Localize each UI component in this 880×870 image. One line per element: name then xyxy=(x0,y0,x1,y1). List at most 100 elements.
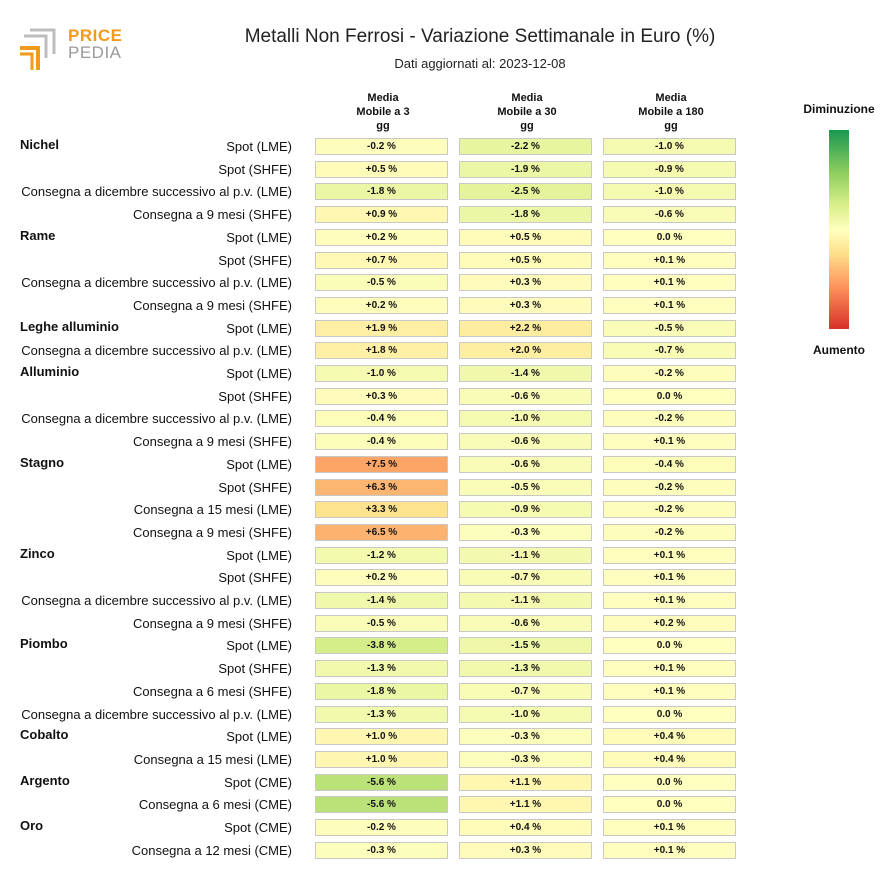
row-label: Spot (LME) xyxy=(226,320,292,336)
heatmap-cell: -0.3 % xyxy=(459,523,592,541)
heatmap-cell: +0.3 % xyxy=(459,274,592,292)
heatmap-cell: -0.9 % xyxy=(603,160,736,178)
heatmap-cell: +2.0 % xyxy=(459,342,592,360)
heatmap-cell: +1.9 % xyxy=(315,319,448,337)
pricepedia-logo: PRICE PEDIA xyxy=(18,24,128,74)
heatmap-cell: -1.8 % xyxy=(315,682,448,700)
group-label: Argento xyxy=(20,772,70,788)
heatmap-cell: -1.8 % xyxy=(459,206,592,224)
row-label: Consegna a 15 mesi (LME) xyxy=(133,502,292,518)
heatmap-cell: -0.5 % xyxy=(315,274,448,292)
group-label: Piombo xyxy=(20,636,68,652)
group-label: Nichel xyxy=(20,137,60,152)
group-label: Leghe alluminio xyxy=(20,318,119,334)
row-label: Consegna a dicembre successivo al p.v. (… xyxy=(21,275,292,291)
row-label: Consegna a 6 mesi (CME) xyxy=(138,797,292,813)
heatmap-cell: -0.9 % xyxy=(459,501,592,519)
heatmap-cell: -1.0 % xyxy=(603,138,736,155)
heatmap-cell: -1.4 % xyxy=(315,592,448,609)
heatmap-cell: -0.5 % xyxy=(459,478,592,496)
legend-color-bar xyxy=(829,130,849,329)
heatmap-cell: -0.6 % xyxy=(459,433,592,451)
group-label: Stagno xyxy=(20,454,65,470)
row-label: Consegna a 9 mesi (SHFE) xyxy=(133,434,292,450)
heatmap-cell: +3.3 % xyxy=(315,501,448,519)
heatmap-cell: -0.7 % xyxy=(459,682,592,700)
row-label: Consegna a dicembre successivo al p.v. (… xyxy=(21,184,292,200)
heatmap-cell: -1.2 % xyxy=(315,546,448,564)
heatmap-cell: -0.6 % xyxy=(603,206,736,224)
row-label: Spot (LME) xyxy=(226,547,292,563)
row-label: Spot (SHFE) xyxy=(218,661,292,677)
heatmap-cell: -5.6 % xyxy=(315,796,448,814)
heatmap-cell: -0.4 % xyxy=(603,455,736,473)
row-label: Consegna a 9 mesi (SHFE) xyxy=(133,207,292,223)
heatmap-cell: +0.1 % xyxy=(603,819,736,836)
heatmap-cell: +0.4 % xyxy=(459,819,592,836)
heatmap-cell: -0.2 % xyxy=(603,478,736,496)
heatmap-cell: +0.3 % xyxy=(459,841,592,859)
row-label: Spot (LME) xyxy=(226,366,292,381)
heatmap-cell: 0.0 % xyxy=(603,387,736,405)
heatmap-cell: 0.0 % xyxy=(603,637,736,655)
group-label: Rame xyxy=(20,227,56,243)
row-label: Spot (SHFE) xyxy=(218,161,292,177)
chart-title: Metalli Non Ferrosi - Variazione Settima… xyxy=(244,26,716,47)
heatmap-cell: -1.3 % xyxy=(459,660,592,678)
chart-subtitle: Dati aggiornati al: 2023-12-08 xyxy=(394,56,566,71)
row-label: Spot (CME) xyxy=(224,820,292,835)
heatmap-cell: +0.2 % xyxy=(315,228,448,246)
row-label: Spot (LME) xyxy=(226,729,292,745)
row-label: Consegna a 6 mesi (SHFE) xyxy=(133,683,292,699)
heatmap-cell: +0.1 % xyxy=(603,592,736,609)
heatmap-cell: -0.6 % xyxy=(459,455,592,473)
row-label: Spot (SHFE) xyxy=(218,252,292,268)
heatmap-cell: +2.2 % xyxy=(459,319,592,337)
group-label: Zinco xyxy=(20,545,55,561)
row-label: Spot (SHFE) xyxy=(218,479,292,495)
heatmap-cell: +0.2 % xyxy=(315,569,448,587)
row-label: Consegna a 9 mesi (SHFE) xyxy=(133,524,292,540)
heatmap-cell: +7.5 % xyxy=(315,455,448,473)
row-label: Spot (SHFE) xyxy=(218,570,292,586)
heatmap-cell: -1.9 % xyxy=(459,160,592,178)
column-header: Media Mobile a 30 gg xyxy=(497,92,557,132)
heatmap-cell: -0.3 % xyxy=(459,750,592,768)
heatmap-cell: -0.7 % xyxy=(603,342,736,360)
heatmap-cell: +1.0 % xyxy=(315,750,448,768)
heatmap-cell: -0.6 % xyxy=(459,387,592,405)
heatmap-cell: +0.1 % xyxy=(603,274,736,292)
logo-mark-icon xyxy=(20,28,56,70)
heatmap-cell: -0.4 % xyxy=(315,410,448,428)
heatmap-cell: 0.0 % xyxy=(603,796,736,814)
legend-top-label: Diminuzione xyxy=(803,102,875,116)
heatmap-cell: +1.0 % xyxy=(315,728,448,746)
heatmap-cell: -1.0 % xyxy=(459,705,592,723)
row-label: Consegna a dicembre successivo al p.v. (… xyxy=(21,343,292,359)
heatmap-cell: +0.2 % xyxy=(315,296,448,314)
row-label: Consegna a dicembre successivo al p.v. (… xyxy=(21,593,292,608)
heatmap-cell: +1.8 % xyxy=(315,342,448,360)
heatmap-cell: -1.3 % xyxy=(315,660,448,678)
row-label: Consegna a dicembre successivo al p.v. (… xyxy=(21,706,292,722)
heatmap-cell: +0.5 % xyxy=(459,228,592,246)
heatmap-cell: -0.7 % xyxy=(459,569,592,587)
heatmap-cell: 0.0 % xyxy=(603,228,736,246)
heatmap-cell: -3.8 % xyxy=(315,637,448,655)
heatmap-cell: -0.3 % xyxy=(315,841,448,859)
heatmap-cell: -0.2 % xyxy=(603,365,736,382)
heatmap-cell: -0.2 % xyxy=(603,501,736,519)
heatmap-cell: +0.3 % xyxy=(459,296,592,314)
row-label: Spot (CME) xyxy=(224,774,292,790)
heatmap-cell: +0.9 % xyxy=(315,206,448,224)
heatmap-cell: -1.0 % xyxy=(459,410,592,428)
row-label: Consegna a 9 mesi (SHFE) xyxy=(133,297,292,313)
heatmap-cell: +0.1 % xyxy=(603,433,736,451)
group-label: Cobalto xyxy=(20,727,69,743)
logo-word-pedia: PEDIA xyxy=(68,43,122,62)
row-label: Spot (SHFE) xyxy=(218,388,292,404)
heatmap-cell: -1.0 % xyxy=(603,183,736,201)
heatmap-cell: +6.5 % xyxy=(315,523,448,541)
heatmap-cell: +0.1 % xyxy=(603,660,736,678)
column-header: Media Mobile a 3 gg xyxy=(356,92,410,132)
